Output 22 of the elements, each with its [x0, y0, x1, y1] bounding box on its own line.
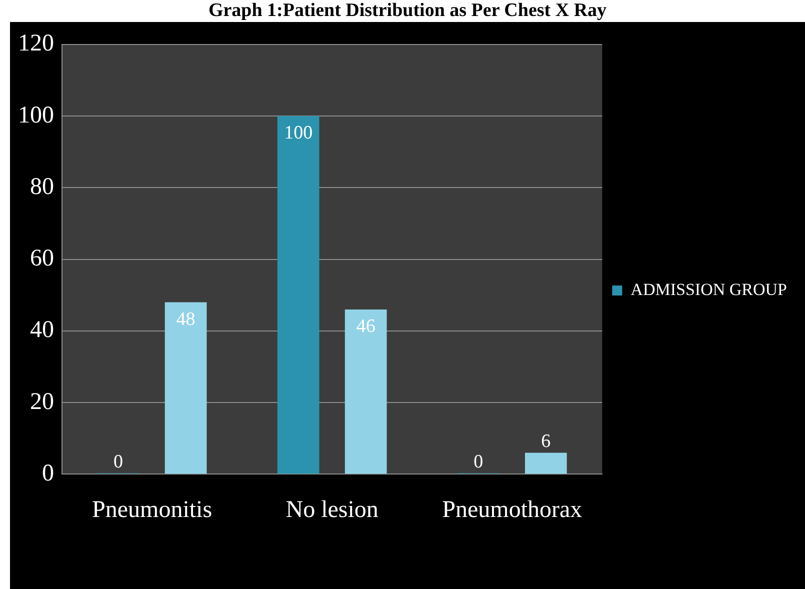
y-tick-label: 100 — [18, 102, 54, 128]
y-tick-label: 40 — [30, 317, 54, 344]
y-tick-label: 0 — [42, 460, 54, 486]
x-tick-label: No lesion — [286, 496, 378, 523]
data-label: 48 — [176, 308, 196, 330]
bar — [164, 302, 207, 474]
y-tick-label: 20 — [30, 388, 54, 415]
chart-title: Graph 1:Patient Distribution as Per Chest X Ray — [207, 0, 608, 22]
y-tick-label: 80 — [30, 174, 54, 200]
x-tick-label: Pneumothorax — [442, 496, 582, 523]
bar — [277, 116, 320, 474]
data-label: 46 — [356, 316, 376, 337]
data-label: 0 — [474, 452, 484, 473]
legend-label: ADMISSION GROUP — [630, 280, 788, 299]
x-tick-label: Pneumonitis — [92, 496, 212, 523]
y-tick-label: 60 — [30, 246, 54, 272]
bar — [344, 309, 387, 474]
data-label: 0 — [114, 452, 124, 473]
bar — [524, 452, 567, 474]
data-label: 100 — [284, 122, 313, 144]
data-label: 6 — [541, 431, 551, 452]
y-tick-label: 120 — [18, 30, 54, 57]
